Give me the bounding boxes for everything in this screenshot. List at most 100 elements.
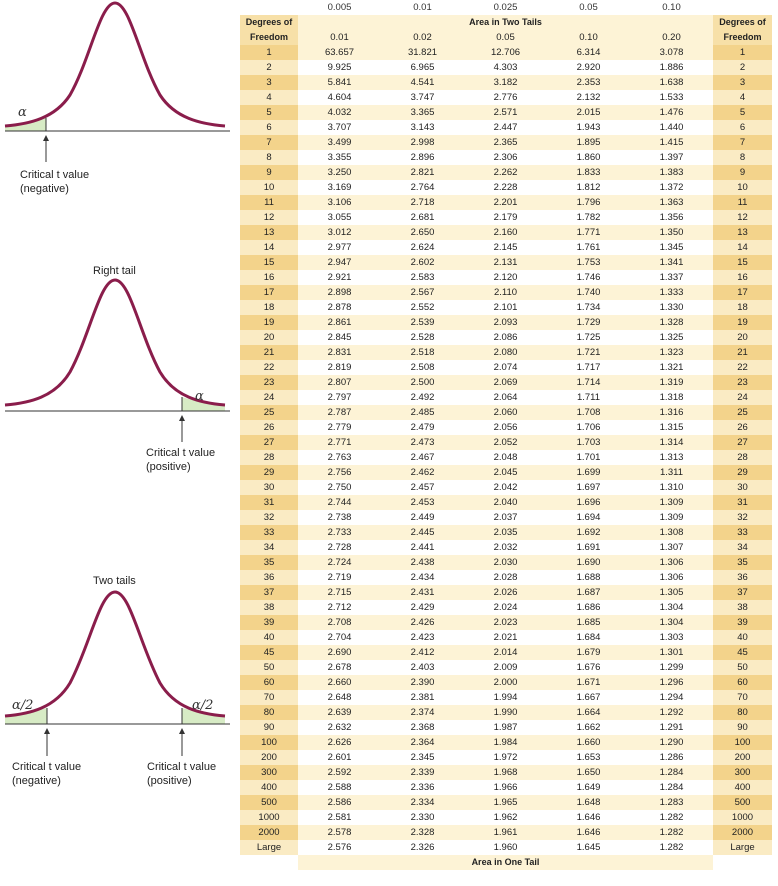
one-tail-area: 0.025	[493, 2, 518, 13]
df-header-right-line1: Degrees of	[719, 17, 766, 27]
df-cell-left: 2	[240, 60, 298, 75]
critical-value-cell: 1.649	[547, 780, 630, 795]
df-cell-left: 300	[240, 765, 298, 780]
df-cell-left: 7	[240, 135, 298, 150]
df-cell-right: 27	[713, 435, 772, 450]
critical-value-cell: 2.500	[381, 375, 464, 390]
critical-value-cell: 2.576	[298, 840, 381, 855]
critical-value-cell: 2.447	[464, 120, 547, 135]
df-cell-left: 60	[240, 675, 298, 690]
df-cell-right: 200	[713, 750, 772, 765]
one-tail-area: 0.01	[413, 2, 432, 13]
critical-value-cell: 1.699	[547, 465, 630, 480]
critical-value-cell: 1.309	[630, 510, 713, 525]
df-cell-right: 17	[713, 285, 772, 300]
table-row: 9 3.250 2.821 2.262 1.833 1.383 9	[240, 165, 772, 180]
critical-value-cell: 1.684	[547, 630, 630, 645]
critical-value-cell: 2.326	[381, 840, 464, 855]
table-row: 10 3.169 2.764 2.228 1.812 1.372 10	[240, 180, 772, 195]
df-cell-right: 45	[713, 645, 772, 660]
critical-value-cell: 1.987	[464, 720, 547, 735]
critical-value-cell: 2.724	[298, 555, 381, 570]
critical-value-cell: 2.403	[381, 660, 464, 675]
table-row: 34 2.728 2.441 2.032 1.691 1.307 34	[240, 540, 772, 555]
critical-value-cell: 1.729	[547, 315, 630, 330]
df-cell-right: 1000	[713, 810, 772, 825]
critical-value-cell: 1.966	[464, 780, 547, 795]
critical-value-cell: 2.528	[381, 330, 464, 345]
critical-value-cell: 6.965	[381, 60, 464, 75]
critical-value-cell: 2.601	[298, 750, 381, 765]
critical-value-cell: 2.861	[298, 315, 381, 330]
critical-value-cell: 1.337	[630, 270, 713, 285]
critical-value-cell: 1.761	[547, 240, 630, 255]
df-cell-right: 300	[713, 765, 772, 780]
df-cell-left: 18	[240, 300, 298, 315]
df-cell-right: 10	[713, 180, 772, 195]
critical-value-cell: 2.336	[381, 780, 464, 795]
df-cell-right: 22	[713, 360, 772, 375]
df-cell-right: 34	[713, 540, 772, 555]
right-tail-critical-label-line1: Critical t value	[146, 447, 215, 459]
two-tails-right-alpha: α/2	[192, 698, 213, 713]
critical-value-cell: 2.028	[464, 570, 547, 585]
table-row: 6 3.707 3.143 2.447 1.943 1.440 6	[240, 120, 772, 135]
table-row: 2000 2.578 2.328 1.961 1.646 1.282 2000	[240, 825, 772, 840]
critical-value-cell: 1.687	[547, 585, 630, 600]
table-row: 29 2.756 2.462 2.045 1.699 1.311 29	[240, 465, 772, 480]
df-cell-right: 14	[713, 240, 772, 255]
critical-value-cell: 2.040	[464, 495, 547, 510]
critical-value-cell: 1.962	[464, 810, 547, 825]
critical-value-cell: 2.776	[464, 90, 547, 105]
table-row: 80 2.639 2.374 1.990 1.664 1.292 80	[240, 705, 772, 720]
df-cell-left: 27	[240, 435, 298, 450]
left-tail-diagram: α Critical t value (negative)	[4, 1, 230, 195]
critical-value-cell: 1.476	[630, 105, 713, 120]
table-row: 45 2.690 2.412 2.014 1.679 1.301 45	[240, 645, 772, 660]
table-row: 8 3.355 2.896 2.306 1.860 1.397 8	[240, 150, 772, 165]
table-row: Large 2.576 2.326 1.960 1.645 1.282 Large	[240, 840, 772, 855]
critical-value-cell: 1.291	[630, 720, 713, 735]
critical-value-cell: 2.374	[381, 705, 464, 720]
df-cell-left: 38	[240, 600, 298, 615]
df-cell-left: 28	[240, 450, 298, 465]
critical-value-cell: 1.717	[547, 360, 630, 375]
table-row: 70 2.648 2.381 1.994 1.667 1.294 70	[240, 690, 772, 705]
df-cell-right: 400	[713, 780, 772, 795]
critical-value-cell: 2.426	[381, 615, 464, 630]
df-cell-right: 21	[713, 345, 772, 360]
critical-value-cell: 1.282	[630, 810, 713, 825]
critical-value-cell: 2.228	[464, 180, 547, 195]
critical-value-cell: 1.694	[547, 510, 630, 525]
two-tails-diagram: Two tails α/2 α/2 Critical t value (nega…	[4, 575, 230, 787]
left-tail-alpha: α	[18, 105, 27, 120]
critical-value-cell: 2.678	[298, 660, 381, 675]
table-row: 37 2.715 2.431 2.026 1.687 1.305 37	[240, 585, 772, 600]
critical-value-cell: 1.315	[630, 420, 713, 435]
critical-value-cell: 1.968	[464, 765, 547, 780]
df-cell-right: 16	[713, 270, 772, 285]
df-cell-left: 31	[240, 495, 298, 510]
left-tail-curve	[4, 1, 226, 128]
df-cell-right: 7	[713, 135, 772, 150]
critical-value-cell: 2.334	[381, 795, 464, 810]
critical-value-cell: 1.323	[630, 345, 713, 360]
df-cell-left: 12	[240, 210, 298, 225]
df-cell-left: 8	[240, 150, 298, 165]
critical-value-cell: 2.453	[381, 495, 464, 510]
df-cell-right: 38	[713, 600, 772, 615]
critical-value-cell: 2.878	[298, 300, 381, 315]
df-cell-left: 20	[240, 330, 298, 345]
critical-value-cell: 1.796	[547, 195, 630, 210]
df-cell-left: 5	[240, 105, 298, 120]
df-cell-left: 90	[240, 720, 298, 735]
critical-value-cell: 1.943	[547, 120, 630, 135]
critical-value-cell: 2.000	[464, 675, 547, 690]
table-row: 1000 2.581 2.330 1.962 1.646 1.282 1000	[240, 810, 772, 825]
critical-value-cell: 1.984	[464, 735, 547, 750]
critical-value-cell: 1.306	[630, 555, 713, 570]
top-right-blank	[713, 0, 772, 15]
critical-value-cell: 2.756	[298, 465, 381, 480]
table-row: 300 2.592 2.339 1.968 1.650 1.284 300	[240, 765, 772, 780]
critical-value-cell: 1.283	[630, 795, 713, 810]
